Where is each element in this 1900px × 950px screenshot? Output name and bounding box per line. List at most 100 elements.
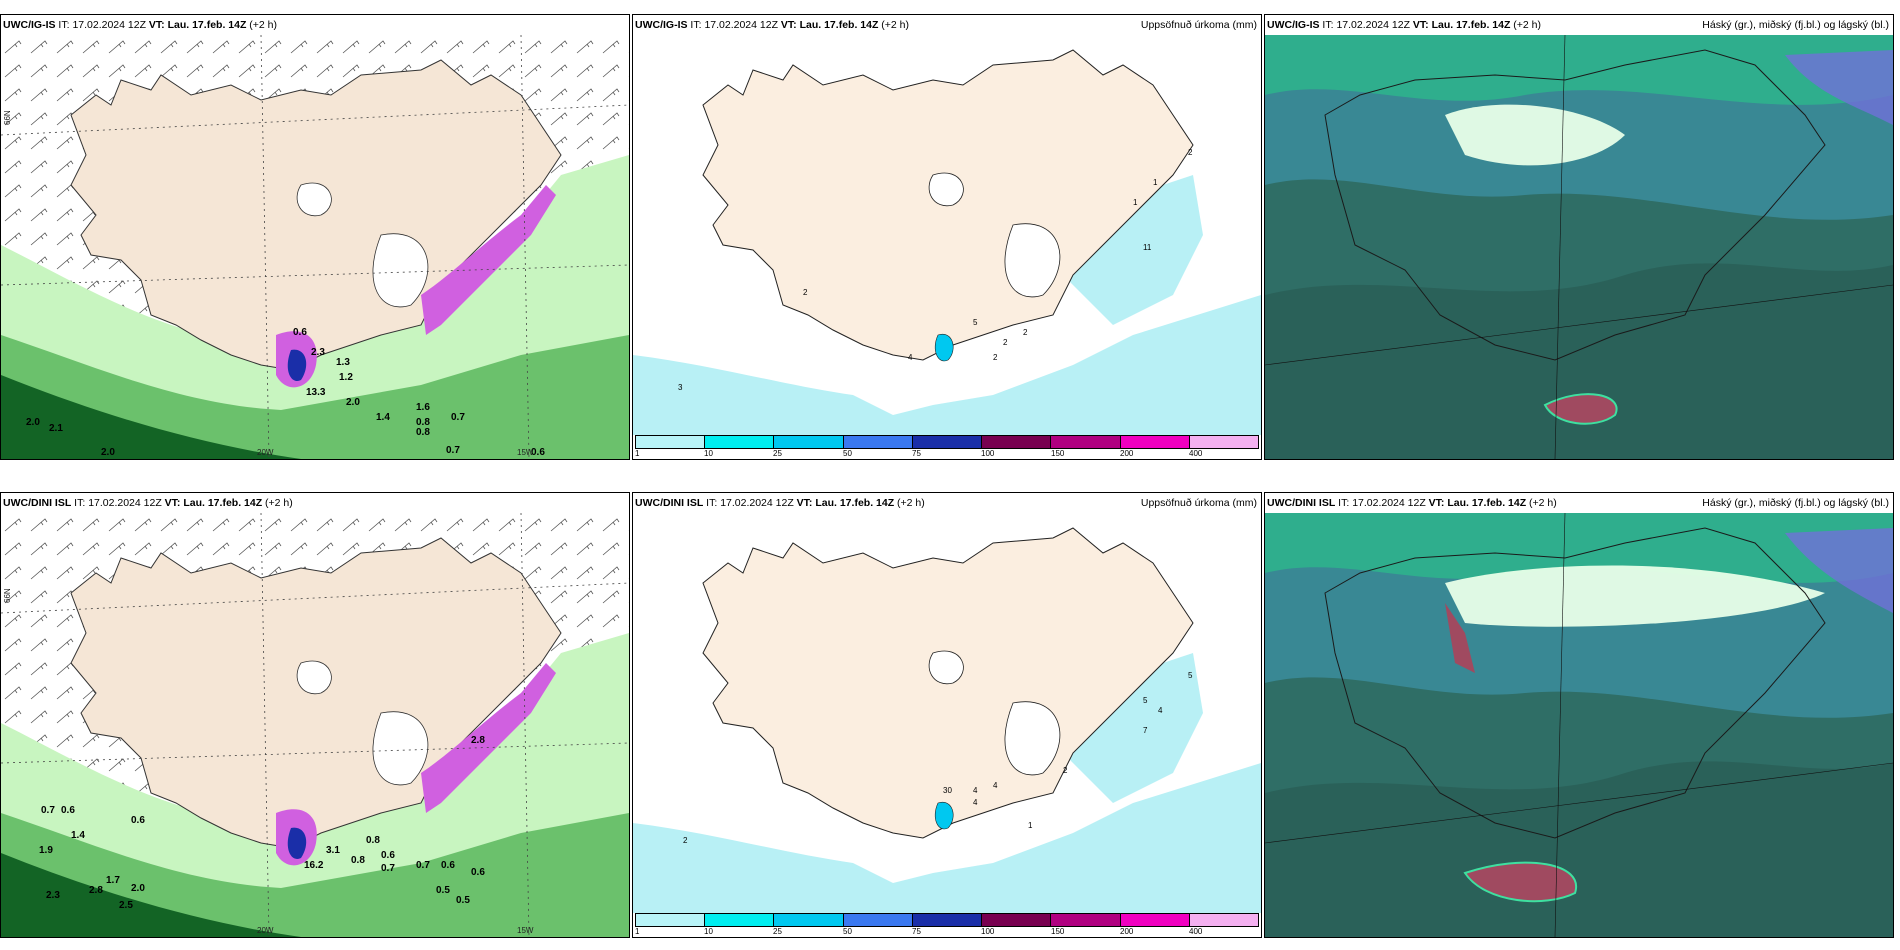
value-label: 3.1 (326, 845, 340, 856)
value-label: 2 (1188, 148, 1193, 157)
colorbar-ticks: 1 10 25 50 75 100 150 200 400 (635, 927, 1259, 937)
colorbar-tick: 50 (843, 449, 852, 458)
panel-header: UWC/DINI ISL IT: 17.02.2024 12Z VT: Lau.… (3, 497, 625, 513)
panel-header: UWC/DINI ISL IT: 17.02.2024 12Z VT: Lau.… (1267, 497, 1889, 513)
colorbar-tick: 75 (912, 927, 921, 936)
lat-label: 66N (3, 588, 12, 603)
value-label: 0.6 (471, 867, 485, 878)
it-label: IT: (58, 19, 70, 31)
vt-label: VT: (164, 497, 181, 509)
value-label: 0.7 (41, 805, 55, 816)
value-label: 2 (803, 288, 808, 297)
model-name: UWC/DINI ISL (635, 497, 704, 509)
colorbar-tick: 150 (1051, 449, 1065, 458)
colorbar-tick: 1 (635, 927, 640, 936)
colorbar-tick: 400 (1189, 449, 1203, 458)
panel-header: UWC/IG-IS IT: 17.02.2024 12Z VT: Lau. 17… (3, 19, 625, 35)
value-label: 1.9 (39, 845, 53, 856)
lead-time: (+2 h) (265, 497, 293, 509)
value-label: 1.2 (339, 372, 353, 383)
value-label: 0.6 (293, 327, 307, 338)
it-value: 17.02.2024 12Z (88, 497, 162, 509)
value-label: 1.3 (336, 357, 350, 368)
panel-header: UWC/IG-IS IT: 17.02.2024 12Z VT: Lau. 17… (635, 19, 1257, 35)
colorbar-ticks: 1 10 25 50 75 100 150 200 400 (635, 449, 1259, 459)
value-label: 2 (1023, 328, 1028, 337)
model-name: UWC/DINI ISL (3, 497, 72, 509)
panel-title: Uppsöfnuð úrkoma (mm) (1140, 497, 1257, 509)
value-label: 30 (943, 786, 952, 795)
vt-label: VT: (780, 19, 797, 31)
it-value: 17.02.2024 12Z (704, 19, 778, 31)
value-label: 5 (1143, 696, 1148, 705)
vt-value: Lau. 17.feb. 14Z (183, 497, 263, 509)
value-label: 11 (1143, 243, 1152, 252)
colorbar-tick: 100 (981, 449, 995, 458)
it-value: 17.02.2024 12Z (1336, 19, 1410, 31)
vt-value: Lau. 17.feb. 14Z (1431, 19, 1511, 31)
precip-colorbar (635, 435, 1259, 449)
wind-precip-map: 0.6 2.3 1.3 1.2 13.3 2.0 1.6 0.7 0.8 0.8… (1, 35, 629, 459)
lon-label: 20W (257, 926, 274, 935)
lon-label: 20W (257, 448, 274, 457)
model-name: UWC/DINI ISL (1267, 497, 1336, 509)
vt-value: Lau. 17.feb. 14Z (799, 19, 879, 31)
vt-value: Lau. 17.feb. 14Z (1447, 497, 1527, 509)
vt-value: Lau. 17.feb. 14Z (167, 19, 247, 31)
wind-precip-map: 0.7 0.6 0.6 1.4 1.9 1.7 2.0 2.8 2.3 2.5 … (1, 513, 629, 937)
vt-label: VT: (1428, 497, 1445, 509)
value-label: 2.1 (49, 423, 63, 434)
model-name: UWC/IG-IS (1267, 19, 1320, 31)
accum-precip-panel-bottom: UWC/DINI ISL IT: 17.02.2024 12Z VT: Lau.… (632, 492, 1262, 938)
value-label: 2 (993, 353, 998, 362)
value-label: 0.7 (446, 445, 460, 456)
vt-label: VT: (796, 497, 813, 509)
lat-label: 66N (3, 110, 12, 125)
colorbar-tick: 100 (981, 927, 995, 936)
vt-label: VT: (148, 19, 165, 31)
colorbar-tick: 150 (1051, 927, 1065, 936)
value-label: 2 (1063, 766, 1068, 775)
colorbar-tick: 200 (1120, 927, 1134, 936)
value-label: 16.2 (304, 860, 324, 871)
value-label: 0.6 (441, 860, 455, 871)
value-label: 4 (993, 781, 998, 790)
value-label: 2.5 (119, 900, 133, 911)
precip-colorbar (635, 913, 1259, 927)
value-label: 0.5 (456, 895, 470, 906)
cloud-panel-bottom: UWC/DINI ISL IT: 17.02.2024 12Z VT: Lau.… (1264, 492, 1894, 938)
cloud-map (1265, 513, 1893, 937)
colorbar-tick: 1 (635, 449, 640, 458)
value-label: 0.8 (351, 855, 365, 866)
panel-title: Háský (gr.), miðský (fj.bl.) og lágský (… (1702, 497, 1889, 509)
value-label: 0.7 (451, 412, 465, 423)
colorbar-tick: 25 (773, 927, 782, 936)
cloud-map (1265, 35, 1893, 459)
value-label: 1.4 (376, 412, 390, 423)
accum-precip-panel-top: UWC/IG-IS IT: 17.02.2024 12Z VT: Lau. 17… (632, 14, 1262, 460)
vt-value: Lau. 17.feb. 14Z (815, 497, 895, 509)
magenta-precip-band (421, 185, 556, 335)
cloud-panel-top: UWC/IG-IS IT: 17.02.2024 12Z VT: Lau. 17… (1264, 14, 1894, 460)
panel-header: UWC/DINI ISL IT: 17.02.2024 12Z VT: Lau.… (635, 497, 1257, 513)
value-label: 2.0 (26, 417, 40, 428)
value-label: 0.8 (366, 835, 380, 846)
value-label: 0.7 (416, 860, 430, 871)
value-label: 2.0 (101, 447, 115, 458)
value-label: 5 (973, 318, 978, 327)
colorbar-tick: 200 (1120, 449, 1134, 458)
lon-label: 15W (517, 448, 534, 457)
value-label: 0.5 (436, 885, 450, 896)
lead-time: (+2 h) (881, 19, 910, 31)
value-label: 3 (678, 383, 683, 392)
model-name: UWC/IG-IS (3, 19, 56, 31)
value-label: 0.6 (381, 850, 395, 861)
value-label: 1.6 (416, 402, 430, 413)
lead-time: (+2 h) (1513, 19, 1542, 31)
it-label: IT: (706, 497, 718, 509)
colorbar-tick: 75 (912, 449, 921, 458)
value-label: 0.6 (131, 815, 145, 826)
panel-title: Háský (gr.), miðský (fj.bl.) og lágský (… (1702, 19, 1889, 31)
value-label: 0.7 (381, 863, 395, 874)
value-label: 4 (1158, 706, 1163, 715)
